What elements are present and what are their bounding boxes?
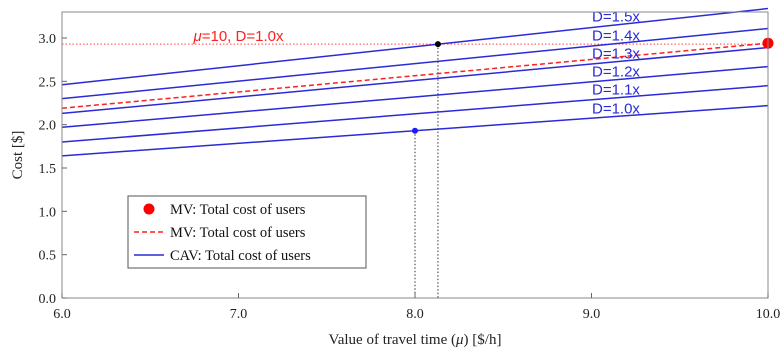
x-axis-title-symbol: μ — [455, 332, 464, 348]
y-tick-label: 2.5 — [39, 75, 57, 90]
cav-cost-line — [61, 27, 769, 100]
y-axis-title: Cost [$] — [10, 131, 26, 180]
cav-cost-line — [61, 84, 769, 143]
reference-label-text: =10, D=1.0x — [202, 28, 284, 45]
series-label: D=1.5x — [592, 9, 640, 26]
plot-area: D=1.5xD=1.4x D=1.3xD=1.2x D=1.1xD=1.0x μ=10… — [61, 7, 774, 298]
series-label: D=1.4x — [592, 27, 640, 44]
series-label: D=1.3x — [592, 46, 640, 63]
series-label: D=1.2x — [592, 63, 640, 80]
x-tick-label: 8.0 — [406, 307, 424, 322]
x-tick-label: 7.0 — [230, 307, 248, 322]
legend-marker-dot — [143, 203, 155, 215]
intersection-marker — [434, 41, 441, 48]
axes: 6.0 7.0 8.0 9.0 10.0 0.0 0.5 1.0 1.5 2.0 2.5 3.0 Val… — [10, 11, 781, 348]
x-tick-label: 9.0 — [583, 307, 601, 322]
legend-label: MV: Total cost of users — [170, 225, 306, 241]
y-tick-label: 1.5 — [39, 162, 57, 177]
cav-cost-line — [61, 46, 769, 115]
x-axis-title: Value of travel time (μ) [$/h] — [329, 332, 502, 348]
legend-label: CAV: Total cost of users — [170, 248, 311, 264]
y-tick-label: 0.0 — [39, 292, 57, 307]
series-label: D=1.1x — [592, 82, 640, 99]
x-tick-label: 6.0 — [53, 307, 71, 322]
series-label: D=1.0x — [592, 100, 640, 117]
y-tick-label: 3.0 — [39, 32, 57, 47]
x-axis-title-before: Value of travel time ( — [329, 332, 456, 348]
cav-point-marker — [412, 127, 418, 134]
mv-cost-line — [61, 42, 769, 109]
y-tick-label: 2.0 — [39, 119, 57, 134]
legend-label: MV: Total cost of users — [170, 202, 306, 218]
y-tick-label: 1.0 — [39, 205, 57, 220]
legend-box — [127, 195, 367, 269]
reference-label: μ=10, D=1.0x — [193, 28, 284, 45]
reference-label-symbol: μ — [193, 28, 202, 45]
legend: MV: Total cost of users MV: Total cost of… — [127, 195, 367, 269]
cav-cost-line — [61, 7, 769, 86]
cav-cost-line — [61, 65, 769, 129]
x-axis-title-after: ) [$/h] — [464, 332, 502, 348]
y-tick-label: 0.5 — [39, 249, 57, 264]
x-tick-label: 10.0 — [756, 307, 781, 322]
